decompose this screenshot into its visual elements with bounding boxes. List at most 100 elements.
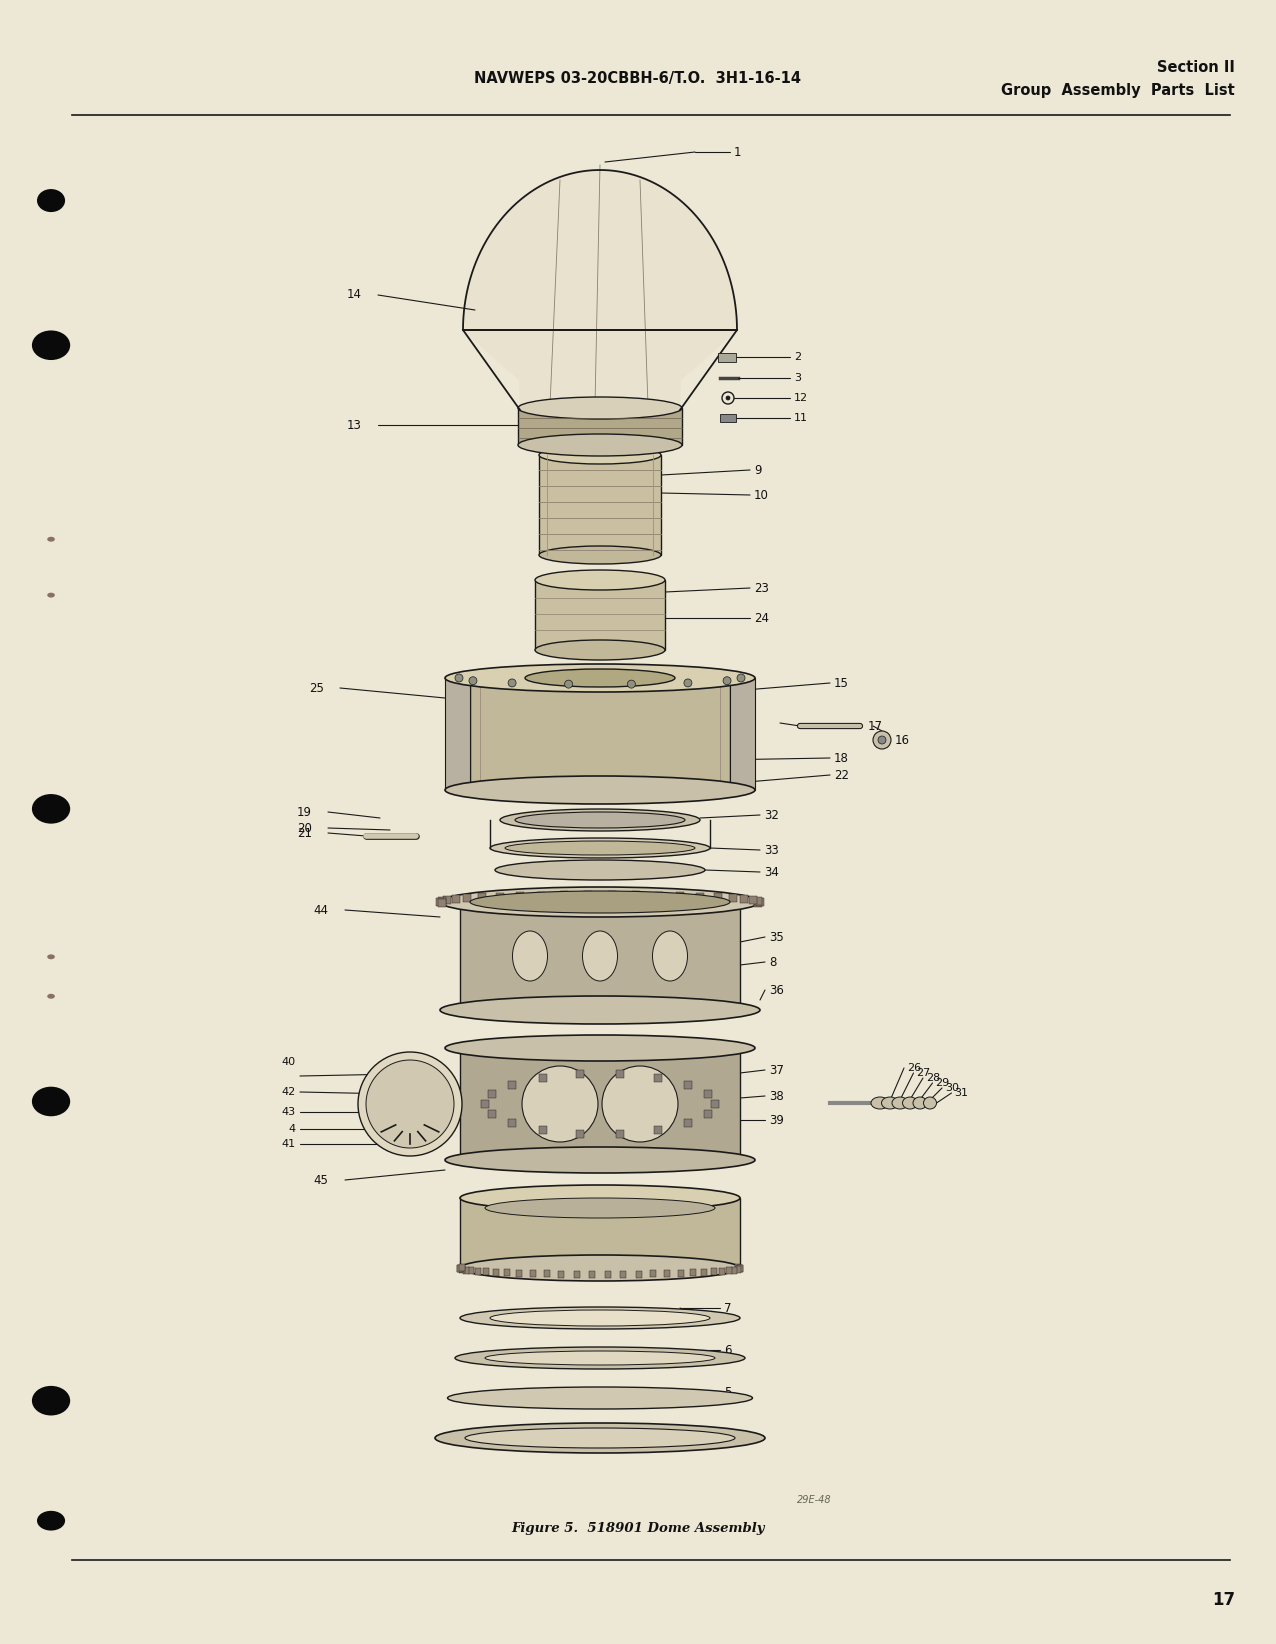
Circle shape (470, 677, 477, 686)
Text: 13: 13 (347, 419, 362, 431)
Ellipse shape (490, 838, 709, 858)
Bar (616, 1070, 624, 1078)
Ellipse shape (490, 1310, 709, 1327)
Bar (651, 1271, 656, 1277)
Circle shape (723, 677, 731, 686)
Bar (538, 1126, 546, 1134)
Circle shape (456, 674, 463, 682)
Ellipse shape (445, 1148, 755, 1174)
Bar (544, 1271, 550, 1277)
Text: 29E-48: 29E-48 (796, 1494, 831, 1504)
Text: 9: 9 (754, 464, 762, 477)
Bar (457, 1266, 463, 1272)
Ellipse shape (461, 1254, 740, 1281)
Bar (711, 1269, 717, 1276)
Text: 1: 1 (734, 146, 741, 158)
Circle shape (366, 1060, 454, 1148)
Bar (538, 1074, 546, 1082)
Bar (678, 1269, 684, 1277)
Ellipse shape (513, 931, 547, 981)
Bar (697, 893, 704, 901)
Text: 26: 26 (907, 1064, 921, 1074)
Text: 39: 39 (769, 1113, 783, 1126)
Text: 3: 3 (794, 373, 801, 383)
Bar (461, 903, 740, 1009)
Bar (461, 1047, 740, 1161)
Ellipse shape (495, 860, 706, 880)
Bar (665, 1271, 670, 1277)
Ellipse shape (485, 1351, 715, 1365)
Bar (559, 1271, 564, 1277)
Ellipse shape (518, 434, 681, 455)
Bar (740, 894, 749, 903)
Ellipse shape (470, 891, 730, 912)
Text: 30: 30 (946, 1083, 960, 1093)
Text: 4: 4 (288, 1124, 296, 1134)
Ellipse shape (47, 955, 55, 960)
Ellipse shape (32, 1087, 70, 1116)
Circle shape (873, 732, 891, 750)
Bar (718, 353, 736, 362)
Bar (487, 1110, 496, 1118)
Bar (575, 1129, 584, 1138)
Bar (481, 1100, 489, 1108)
Bar (436, 898, 444, 906)
Bar (459, 1266, 466, 1272)
Bar (632, 891, 639, 899)
Bar (754, 899, 762, 907)
Bar (560, 891, 568, 899)
Ellipse shape (500, 809, 701, 830)
Bar (538, 455, 661, 556)
Bar (754, 898, 762, 906)
Ellipse shape (583, 931, 618, 981)
Bar (755, 898, 764, 906)
Text: 17: 17 (868, 720, 883, 733)
Text: 45: 45 (313, 1174, 328, 1187)
Text: 22: 22 (835, 768, 849, 781)
Ellipse shape (924, 1097, 937, 1110)
Text: 35: 35 (769, 931, 783, 944)
Ellipse shape (47, 993, 55, 1000)
Circle shape (878, 737, 886, 745)
Bar (713, 893, 722, 901)
Text: Figure 5.  518901 Dome Assembly: Figure 5. 518901 Dome Assembly (512, 1521, 764, 1534)
Bar (735, 1264, 741, 1271)
Bar (704, 1090, 712, 1098)
Bar (487, 1090, 496, 1098)
Ellipse shape (445, 1036, 755, 1060)
Bar (457, 1264, 463, 1272)
Bar (653, 1074, 661, 1082)
Ellipse shape (37, 1511, 65, 1531)
Text: 38: 38 (769, 1090, 783, 1103)
Bar (736, 1264, 743, 1272)
Bar (461, 1198, 740, 1268)
Bar (605, 1271, 611, 1277)
Text: 42: 42 (282, 1087, 296, 1097)
Bar (726, 1268, 732, 1274)
Text: 12: 12 (794, 393, 808, 403)
Bar (590, 1271, 595, 1277)
Polygon shape (463, 169, 738, 409)
Ellipse shape (882, 1097, 898, 1110)
Bar (731, 1266, 738, 1274)
Text: 6: 6 (723, 1343, 731, 1356)
Text: 41: 41 (282, 1139, 296, 1149)
Bar (729, 894, 736, 903)
Bar (635, 1271, 642, 1277)
Ellipse shape (535, 640, 665, 659)
Bar (704, 1110, 712, 1118)
Bar (468, 1268, 475, 1274)
Bar (517, 1269, 522, 1277)
Text: 40: 40 (282, 1057, 296, 1067)
Ellipse shape (892, 1097, 909, 1110)
Text: 8: 8 (769, 955, 776, 968)
Bar (684, 1080, 692, 1088)
Circle shape (738, 674, 745, 682)
Text: 33: 33 (764, 843, 778, 857)
Text: 16: 16 (894, 733, 910, 746)
Bar (616, 1129, 624, 1138)
Bar (508, 1080, 516, 1088)
Bar (459, 1264, 464, 1271)
Ellipse shape (535, 570, 665, 590)
Text: Section II: Section II (1157, 61, 1235, 76)
